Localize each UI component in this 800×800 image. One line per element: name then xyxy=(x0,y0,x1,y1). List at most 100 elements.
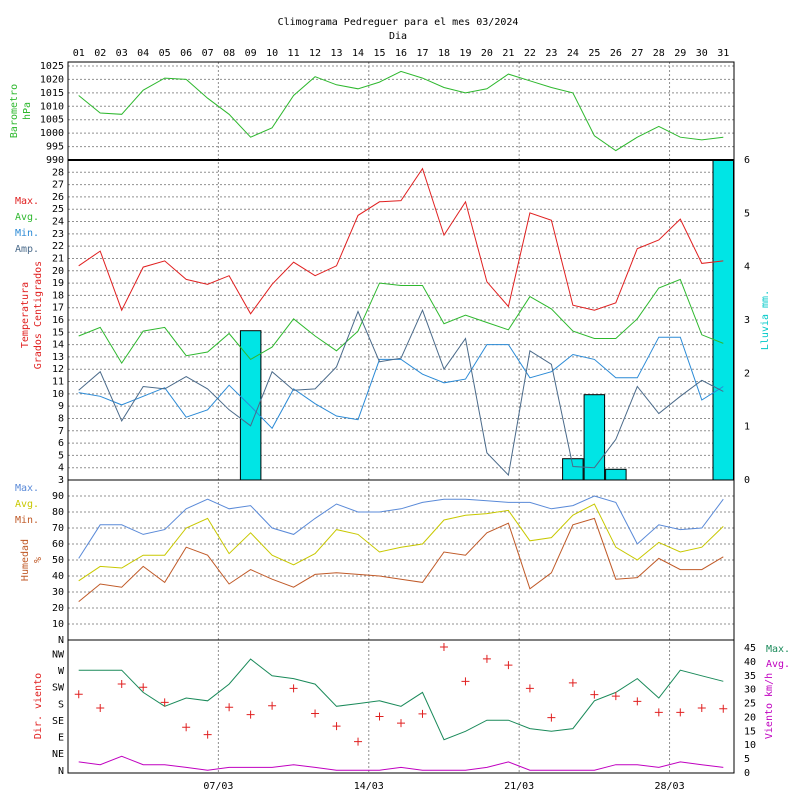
wind-dir-tick-label: S xyxy=(58,699,64,710)
day-tick-label: 23 xyxy=(545,48,557,59)
hum-tick-label: 50 xyxy=(52,555,64,566)
wind-dir-tick-label: E xyxy=(58,733,64,744)
hum-axis-label: Humedad xyxy=(20,539,31,581)
wind-dir-marker xyxy=(590,690,599,699)
wind-dir-marker xyxy=(633,697,642,706)
pressure-tick-label: 1020 xyxy=(40,74,64,85)
day-tick-label: 29 xyxy=(674,48,686,59)
wind-dir-marker xyxy=(268,701,277,710)
rain-bar xyxy=(712,159,734,481)
temp-tick-label: 27 xyxy=(52,180,64,191)
pressure-tick-label: 1000 xyxy=(40,128,64,139)
rain-tick-label: 6 xyxy=(744,155,750,166)
day-tick-label: 18 xyxy=(438,48,450,59)
wind-dir-marker xyxy=(676,708,685,717)
rain-bar xyxy=(605,468,627,481)
grid-layer xyxy=(68,62,734,773)
temp-tick-label: 24 xyxy=(52,217,64,228)
wind-dir-marker xyxy=(289,684,298,693)
hum-tick-label: 90 xyxy=(52,491,64,502)
hum-tick-label: 30 xyxy=(52,587,64,598)
temp-tick-label: 8 xyxy=(58,413,64,424)
wind-dir-marker xyxy=(504,661,513,670)
day-tick-label: 05 xyxy=(159,48,171,59)
day-tick-label: 31 xyxy=(717,48,729,59)
wind-dir-marker xyxy=(354,737,363,746)
hum-legend-1: Avg. xyxy=(15,499,39,510)
wind-dir-marker xyxy=(697,703,706,712)
hum-tick-label: 10 xyxy=(52,619,64,630)
wind-dir-marker xyxy=(461,677,470,686)
wind-speed-tick-label: 20 xyxy=(744,712,756,723)
day-tick-label: 10 xyxy=(266,48,278,59)
temp-tick-label: 12 xyxy=(52,364,64,375)
wind-dir-marker xyxy=(311,709,320,718)
hum-tick-label: 70 xyxy=(52,523,64,534)
wind-dir-tick-label: N xyxy=(58,635,64,646)
wind-dir-marker xyxy=(117,679,126,688)
day-tick-label: 24 xyxy=(567,48,579,59)
wind-speed-axis-label: Viento km/h xyxy=(764,673,775,739)
day-tick-label: 02 xyxy=(94,48,106,59)
day-tick-label: 06 xyxy=(180,48,192,59)
wind-legend-max: Max. xyxy=(766,644,790,655)
day-tick-label: 22 xyxy=(524,48,536,59)
temp-tick-label: 13 xyxy=(52,352,64,363)
panel-frames xyxy=(67,61,735,774)
temp-tick-label: 17 xyxy=(52,303,64,314)
pressure-tick-label: 1005 xyxy=(40,115,64,126)
hum-legend-2: Min. xyxy=(15,515,39,526)
wind-dir-marker xyxy=(375,712,384,721)
temp-tick-label: 22 xyxy=(52,241,64,252)
rain-tick-label: 5 xyxy=(744,208,750,219)
wind-max-line xyxy=(78,658,724,741)
day-tick-label: 15 xyxy=(373,48,385,59)
hum-tick-label: 40 xyxy=(52,571,64,582)
pressure-tick-label: 995 xyxy=(46,142,64,153)
pressure-tick-label: 1010 xyxy=(40,101,64,112)
day-tick-label: 03 xyxy=(116,48,128,59)
wind-speed-tick-label: 10 xyxy=(744,740,756,751)
wind-speed-tick-label: 30 xyxy=(744,685,756,696)
wind-dir-marker xyxy=(332,722,341,731)
series-lines xyxy=(74,70,728,771)
day-tick-label: 11 xyxy=(288,48,300,59)
temp-tick-label: 11 xyxy=(52,377,64,388)
date-tick-label: 28/03 xyxy=(654,781,684,792)
temp-tick-label: 10 xyxy=(52,389,64,400)
temp-legend-2: Min. xyxy=(15,228,39,239)
hum-max-line xyxy=(78,495,724,559)
hum-avg-line xyxy=(78,503,724,582)
hum-tick-label: 20 xyxy=(52,603,64,614)
day-tick-label: 30 xyxy=(696,48,708,59)
date-tick-label: 21/03 xyxy=(504,781,534,792)
temp-tick-label: 6 xyxy=(58,438,64,449)
wind-dir-marker xyxy=(246,710,255,719)
rain-bar xyxy=(239,330,262,481)
wind-speed-tick-label: 5 xyxy=(744,754,750,765)
temp-tick-label: 5 xyxy=(58,450,64,461)
temp-tick-label: 28 xyxy=(52,167,64,178)
temp-tick-label: 25 xyxy=(52,204,64,215)
wind-dir-marker xyxy=(719,704,728,713)
day-tick-label: 21 xyxy=(502,48,514,59)
hum-min-line xyxy=(78,517,724,602)
wind-speed-tick-label: 0 xyxy=(744,768,750,779)
hum-axis-unit: % xyxy=(33,557,44,563)
day-tick-label: 27 xyxy=(631,48,643,59)
temp-tick-label: 7 xyxy=(58,426,64,437)
day-tick-label: 12 xyxy=(309,48,321,59)
pressure-axis-label: Barometro xyxy=(9,84,20,138)
wind-dir-marker xyxy=(139,683,148,692)
temp-tick-label: 21 xyxy=(52,253,64,264)
day-tick-label: 09 xyxy=(245,48,257,59)
wind-dir-tick-label: NE xyxy=(52,749,64,760)
temp-tick-label: 4 xyxy=(58,463,64,474)
wind-speed-tick-label: 40 xyxy=(744,657,756,668)
panel-frame-wind xyxy=(67,639,735,774)
rain-axis-label: Lluvia mm. xyxy=(760,290,771,350)
rain-bar xyxy=(562,458,584,481)
rain-tick-label: 0 xyxy=(744,475,750,486)
day-tick-label: 13 xyxy=(331,48,343,59)
